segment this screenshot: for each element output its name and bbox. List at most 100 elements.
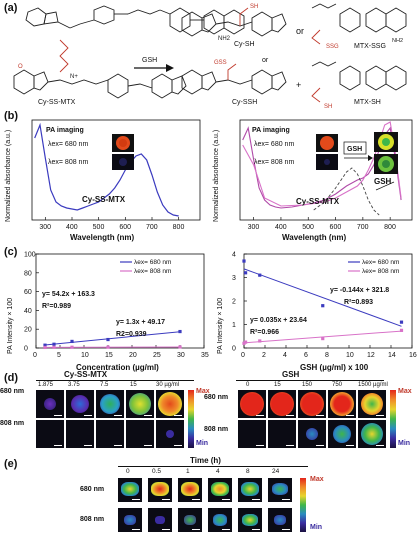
c-left-r2-808: R2=0.939 [116, 331, 147, 338]
e-680-tile-0 [118, 478, 142, 502]
d-right-row-680: 680 nm [204, 394, 229, 401]
e-808-tile-1 [148, 508, 172, 532]
c-right-point [399, 328, 404, 332]
label-or: or [262, 57, 269, 64]
d-right-808-tile-2 [298, 420, 326, 448]
mtx-sh-structure [311, 61, 407, 103]
d-left-row-808: 808 nm [0, 420, 25, 427]
cy-sh-structure [181, 7, 287, 37]
e-680-tile-2 [178, 478, 202, 502]
b-left-pa-header: PA imaging [46, 127, 84, 134]
b-right-curve-label: Cy-SS-MTX [296, 197, 340, 206]
e-680-tile-1 [148, 478, 172, 502]
b-left-curve-label: Cy-SS-MTX [82, 195, 126, 204]
panel-d-label: (d) [4, 372, 19, 384]
d-left-conc-3: 15 [130, 382, 137, 388]
c-left-point [43, 345, 47, 350]
b-right-series-3 [313, 167, 380, 216]
b-left-xtick-label: 700 [146, 224, 158, 231]
b-left-xtick-label: 600 [119, 224, 131, 231]
b-right-frame [239, 119, 413, 221]
c-left-xtick-label: 10 [81, 352, 89, 359]
reagent-gsh: GSH [142, 57, 157, 64]
c-right-legend-808: λex= 808 nm [362, 268, 399, 275]
b-left-ylabel: Normalized absorbance (a.u.) [5, 130, 12, 222]
c-left-xlabel: Concentration (µg/ml) [76, 363, 159, 372]
plus-sign-2: + [296, 80, 301, 90]
c-left-point [43, 343, 47, 347]
c-left-legend-808: λex= 808 nm [134, 268, 171, 275]
c-right-xtick-label: 14 [388, 352, 396, 359]
e-808-tile-3 [208, 508, 232, 532]
c-left-point [178, 345, 182, 349]
c-left-eq-680: y= 54.2x + 163.3 [42, 291, 95, 298]
d-left-row-680: 680 nm [0, 388, 25, 395]
c-right-xlabel: GSH (µg/ml) x 100 [300, 363, 369, 372]
c-right-xtick-label: 4 [283, 352, 287, 359]
atom-n-plus: N+ [70, 74, 78, 80]
c-right-r2-680: R²=0.893 [344, 299, 373, 306]
b-right-ylabel: Normalized absorbance (a.u.) [213, 130, 220, 222]
atom-sh-b: SH [324, 104, 332, 110]
c-right-r2-808: R²=0.966 [250, 329, 279, 336]
panel-c-charts: PA Intensity × 100 0 5 10 15 20 25 30 350204060… [7, 252, 417, 373]
d-right-title: GSH [282, 370, 300, 379]
e-808-tile-5 [268, 508, 292, 532]
e-680-tile-3 [208, 478, 232, 502]
c-left-xtick-label: 5 [57, 352, 61, 359]
e-808-tile-4 [238, 508, 262, 532]
c-right-fit-line-0 [243, 268, 402, 327]
c-right-xtick-label: 16 [409, 352, 417, 359]
c-right-point [399, 320, 404, 324]
b-left-xtick-label: 400 [66, 224, 78, 231]
b-right-pa-header: PA imaging [252, 127, 290, 134]
b-right-pa-core-680-gsh [382, 138, 390, 146]
c-left-ytick-label: 0 [24, 346, 28, 353]
e-title: Time (h) [190, 456, 221, 465]
plus-sign: or [296, 26, 304, 36]
c-right-point [258, 273, 262, 277]
b-left-series-cy-ss-mtx [34, 122, 179, 217]
c-left-point [178, 329, 182, 334]
d-left-conc-2: 7.5 [100, 382, 109, 388]
b-left-xlabel: Wavelength (nm) [70, 233, 134, 242]
c-right-ytick-label: 4 [232, 252, 236, 259]
c-left-legend-680: λex= 680 nm [134, 259, 171, 266]
e-max: Max [310, 476, 324, 483]
c-left-ytick-label: 20 [24, 327, 32, 334]
atom-o: O [18, 64, 23, 70]
d-left-680-tile-4 [156, 390, 184, 418]
c-left-xtick-label: 35 [201, 352, 209, 359]
b-right-xlabel: Wavelength (nm) [282, 233, 346, 242]
cy-ssh-structure [181, 63, 287, 95]
panel-e-label: (e) [4, 458, 18, 470]
d-right-colorbar [390, 390, 396, 448]
panel-c-label: (c) [4, 246, 18, 258]
e-time-2: 1 [186, 468, 190, 475]
d-right-conc-2: 150 [302, 382, 313, 388]
c-left-point [106, 345, 110, 349]
b-right-xtick-label: 500 [302, 224, 314, 231]
atom-gss: GSS [214, 60, 227, 66]
c-left-fit-line-0 [44, 331, 181, 346]
c-left-point [52, 342, 56, 346]
c-right-ytick-label: 2 [232, 299, 236, 306]
b-left-frame [31, 119, 201, 221]
c-right-xtick-label: 0 [241, 352, 245, 359]
c-left-ytick-label: 100 [24, 252, 36, 259]
d-right-min: Min [398, 440, 411, 447]
cy-ss-mtx-structure [13, 5, 245, 99]
d-right-808-tile-1 [268, 420, 296, 448]
b-right-xtick-label: 600 [330, 224, 342, 231]
label-cy-sh: Cy-SH [234, 41, 255, 48]
d-right-conc-3: 750 [332, 382, 343, 388]
d-right-808-tile-0 [238, 420, 266, 448]
c-left-xtick-label: 30 [177, 352, 185, 359]
panel-a-label: (a) [4, 2, 18, 14]
d-right-row-808: 808 nm [204, 426, 229, 433]
c-right-ytick-label: 1 [232, 322, 236, 329]
e-808-tile-0 [118, 508, 142, 532]
b-right-xtick-label: 300 [248, 224, 260, 231]
d-right-808-tile-3 [328, 420, 356, 448]
b-right-xtick-group: 300 400 500 600 700 800 [248, 217, 396, 231]
